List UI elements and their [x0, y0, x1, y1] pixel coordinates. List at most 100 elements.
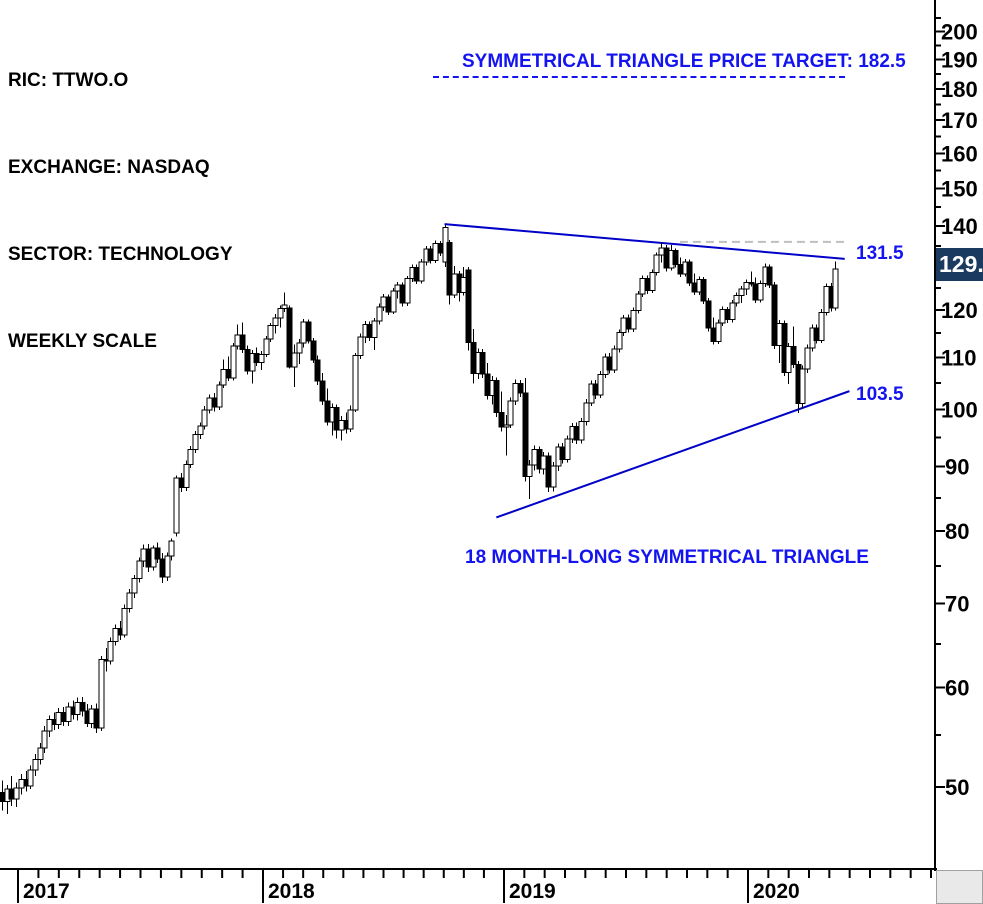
month-tick	[362, 869, 365, 878]
candle-up	[347, 409, 354, 430]
month-tick	[828, 869, 831, 878]
candle-up	[550, 465, 557, 488]
y-axis-label: 60	[945, 676, 969, 701]
candle-up	[432, 242, 439, 262]
candle-up	[140, 548, 147, 562]
candle-up	[503, 424, 510, 428]
month-tick	[625, 869, 627, 878]
candle-up	[733, 295, 740, 304]
candle-down	[399, 284, 406, 304]
candle-up	[168, 540, 175, 557]
candle-up	[121, 607, 128, 636]
candle-up	[715, 322, 722, 342]
header-ric: RIC: TTWO.O	[8, 70, 129, 91]
month-tick	[909, 869, 912, 878]
candle-down	[314, 359, 321, 382]
candle-up	[776, 322, 783, 347]
candle-up	[653, 254, 660, 273]
candle-down	[366, 323, 373, 338]
candle-up	[281, 304, 288, 310]
y-axis-label: 190	[941, 48, 978, 73]
candle-up	[234, 334, 241, 347]
month-tick	[848, 869, 851, 878]
candle-up	[729, 302, 736, 321]
candle-up	[187, 448, 194, 465]
triangle-upper-boundary	[444, 223, 845, 260]
candle-up	[41, 730, 48, 749]
y-axis-label: 150	[941, 176, 978, 201]
candle-down	[766, 266, 773, 286]
x-axis-year-label: 2017	[23, 880, 70, 903]
candle-up	[390, 290, 397, 313]
candle-up	[201, 409, 208, 427]
candle-up	[649, 271, 656, 291]
candle-down	[479, 351, 486, 375]
month-tick	[808, 869, 810, 878]
candle-down	[211, 397, 218, 408]
candle-up	[112, 627, 119, 643]
month-tick	[422, 869, 425, 878]
candle-up	[832, 268, 839, 309]
month-tick	[930, 869, 932, 878]
candle-up	[823, 285, 830, 313]
month-tick	[282, 869, 285, 878]
candle-up	[357, 336, 364, 356]
y-axis-label: 80	[945, 519, 969, 544]
candle-up	[531, 448, 538, 466]
candle-down	[333, 407, 340, 431]
candle-up	[338, 419, 345, 431]
header-sector: SECTOR: TECHNOLOGY	[8, 244, 233, 265]
candle-down	[60, 712, 67, 722]
candle-down	[493, 380, 500, 414]
candle-up	[173, 477, 180, 534]
candle-up	[757, 282, 764, 301]
pattern-annotation: 18 MONTH-LONG SYMMETRICAL TRIANGLE	[465, 547, 869, 568]
candle-down	[427, 248, 434, 262]
candle-up	[804, 347, 811, 370]
candle-up	[526, 464, 533, 478]
candle-up	[658, 247, 665, 256]
candle-up	[192, 433, 199, 450]
candle-up	[404, 278, 411, 304]
month-tick	[889, 869, 892, 878]
candle-up	[46, 718, 53, 732]
year-tick	[262, 869, 264, 903]
candle-down	[239, 334, 246, 351]
month-tick	[442, 869, 445, 878]
candle-up	[540, 455, 547, 470]
month-tick	[78, 869, 81, 878]
candle-up	[376, 306, 383, 322]
month-tick	[767, 869, 770, 878]
candle-up	[616, 332, 623, 350]
candle-up	[620, 317, 627, 334]
candle-down	[498, 412, 505, 428]
candle-up	[55, 712, 62, 725]
candle-down	[710, 327, 717, 342]
candle-down	[705, 300, 712, 329]
last-price-tag: 129.	[936, 248, 983, 281]
month-tick	[302, 869, 305, 878]
y-axis-label: 160	[941, 141, 978, 166]
candle-up	[88, 708, 95, 724]
candle-down	[178, 477, 185, 489]
candle-down	[244, 349, 251, 372]
candle-up	[380, 296, 387, 308]
month-tick	[462, 869, 465, 878]
candle-up	[258, 353, 265, 363]
month-tick	[564, 869, 566, 878]
x-axis-year-label: 2018	[268, 880, 315, 903]
candle-up	[371, 320, 378, 338]
candle-up	[291, 352, 298, 368]
candle-down	[771, 284, 778, 347]
candle-up	[352, 354, 359, 411]
y-axis-label: 90	[945, 455, 969, 480]
candle-up	[216, 384, 223, 408]
candle-up	[635, 293, 642, 311]
header-exchange: EXCHANGE: NASDAQ	[8, 157, 210, 178]
candle-down	[686, 261, 693, 284]
candle-down	[790, 346, 797, 365]
candle-down	[470, 341, 477, 374]
candle-up	[512, 382, 519, 402]
month-tick	[221, 869, 224, 878]
